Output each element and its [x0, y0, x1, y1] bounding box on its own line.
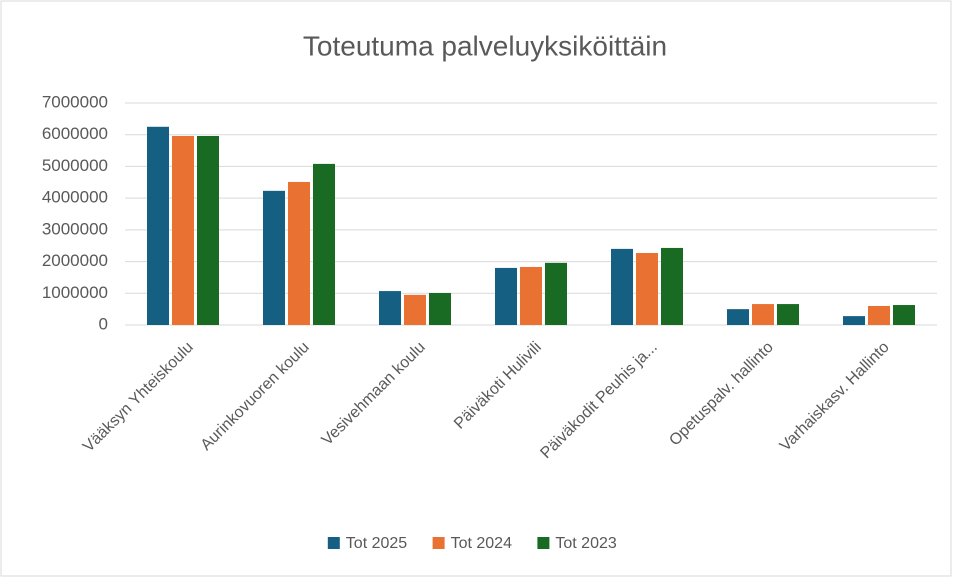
bar [661, 247, 683, 325]
bar [777, 304, 799, 325]
y-tick-label: 7000000 [42, 92, 108, 111]
bar [495, 267, 517, 325]
y-tick-label: 0 [99, 314, 108, 333]
bar [520, 266, 542, 325]
bar [172, 135, 194, 325]
y-tick-label: 2000000 [42, 251, 108, 270]
y-tick-label: 4000000 [42, 188, 108, 207]
legend-label: Tot 2023 [555, 535, 616, 552]
bar [752, 304, 774, 325]
bar [843, 316, 865, 325]
bar [545, 262, 567, 325]
legend-swatch [327, 537, 340, 549]
y-tick-label: 5000000 [42, 156, 108, 175]
bar [868, 305, 890, 325]
y-tick-label: 3000000 [42, 219, 108, 238]
bar [636, 253, 658, 325]
legend-swatch [432, 537, 445, 549]
bar [263, 190, 285, 325]
legend-label: Tot 2025 [346, 535, 407, 552]
bar [313, 163, 335, 325]
bar [611, 248, 633, 325]
bar [197, 135, 219, 325]
bar [288, 181, 310, 325]
y-tick-label: 6000000 [42, 124, 108, 143]
bar [429, 292, 451, 325]
bar [404, 294, 426, 325]
legend-label: Tot 2024 [451, 535, 512, 552]
bar [893, 305, 915, 325]
bar [147, 126, 169, 326]
bar [379, 291, 401, 325]
chart-title: Toteutuma palveluyksiköittäin [303, 30, 667, 61]
y-tick-label: 1000000 [42, 283, 108, 302]
bar [727, 309, 749, 325]
legend-swatch [537, 537, 550, 549]
